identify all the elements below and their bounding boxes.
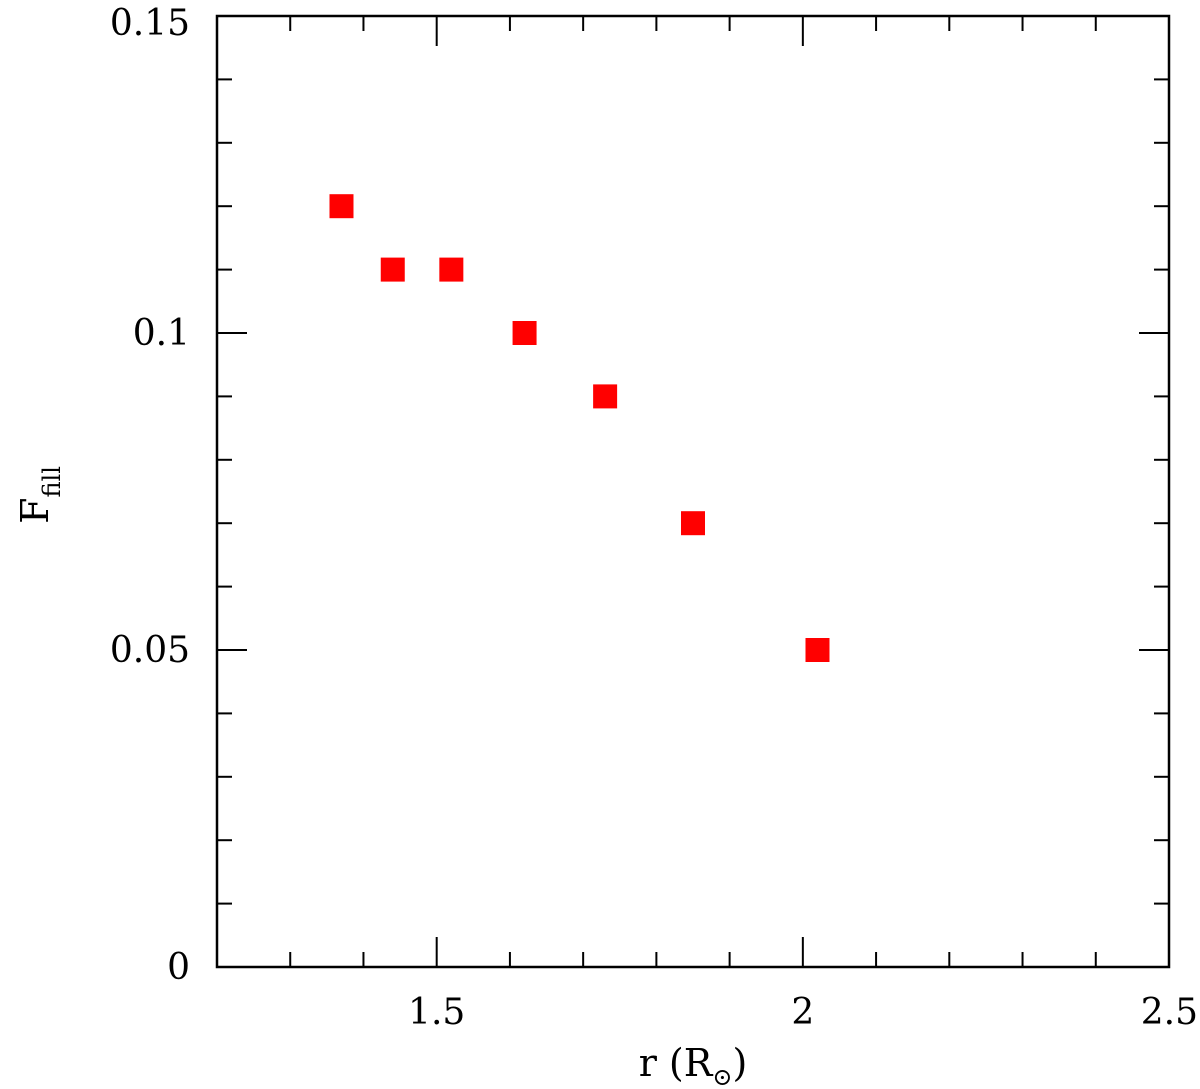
y-tick-label: 0.05 bbox=[110, 630, 190, 671]
axis-ticks bbox=[217, 16, 1169, 967]
data-point-2 bbox=[380, 257, 405, 282]
data-point-1 bbox=[329, 194, 354, 219]
data-point-5 bbox=[593, 384, 618, 409]
data-point-6 bbox=[681, 511, 705, 536]
tick-labels: 1.5 2 2.5 0 0.05 0.1 0.15 bbox=[110, 3, 1198, 1033]
x-axis-title-sub: ⊙ bbox=[712, 1063, 732, 1089]
y-axis-title: Ffill bbox=[13, 466, 66, 524]
y-tick-label: 0 bbox=[167, 947, 190, 988]
y-axis-title-main: F bbox=[13, 497, 57, 523]
data-point-3 bbox=[439, 257, 464, 282]
data-point-7 bbox=[805, 638, 830, 662]
x-tick-label: 2 bbox=[791, 992, 814, 1033]
x-tick-label: 1.5 bbox=[408, 992, 465, 1033]
x-axis-title: r (R⊙) bbox=[639, 1041, 748, 1089]
x-axis-title-close: ) bbox=[732, 1041, 747, 1085]
y-axis-title-sub: fill bbox=[38, 466, 66, 497]
x-axis-title-main: r (R bbox=[639, 1041, 714, 1085]
x-tick-label: 2.5 bbox=[1141, 992, 1198, 1033]
data-points bbox=[329, 194, 830, 662]
data-point-4 bbox=[512, 321, 537, 345]
y-tick-label: 0.15 bbox=[110, 3, 190, 44]
plot-frame bbox=[215, 14, 1171, 969]
y-tick-label: 0.1 bbox=[133, 313, 190, 354]
